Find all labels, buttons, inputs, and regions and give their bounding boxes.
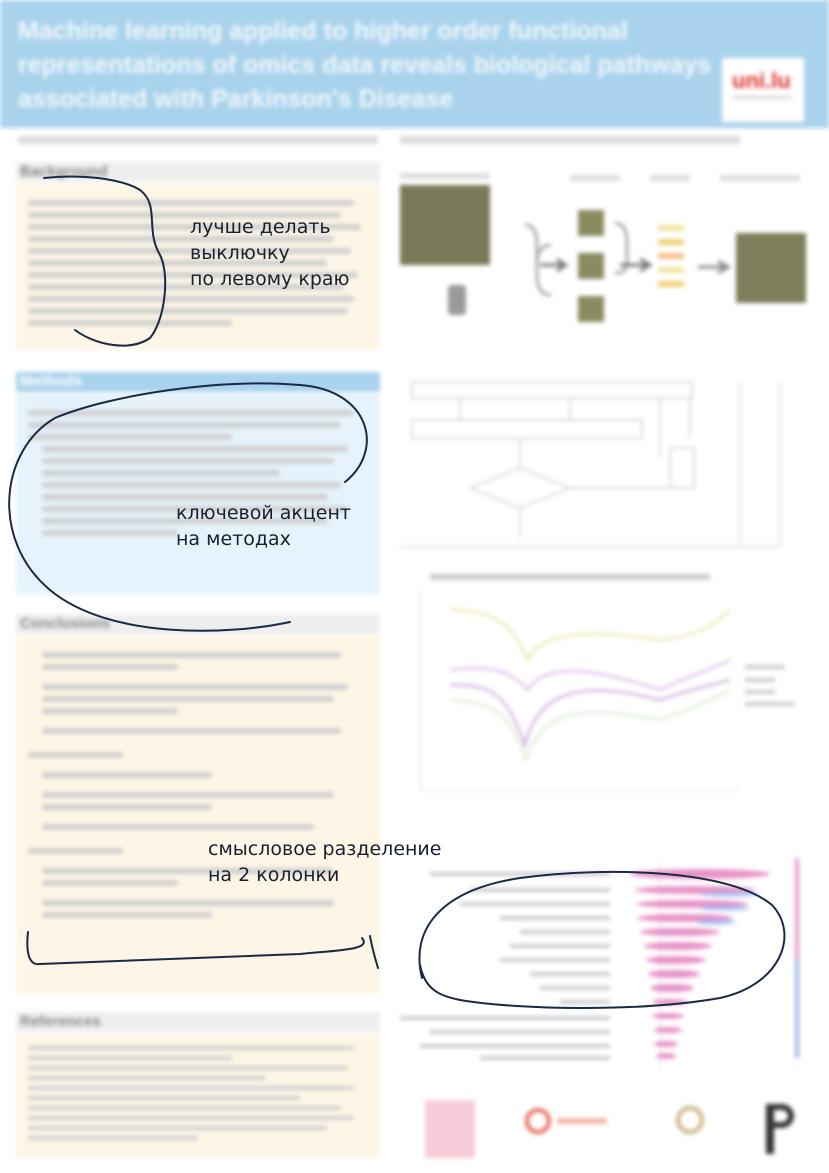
annotation-line: ключевой акцент [176,502,351,524]
annotation-line: лучше делать [190,216,331,238]
annotation-line: смысловое разделение [208,838,442,860]
annotation-line: на 2 колонки [208,864,340,886]
methods-body [16,394,380,594]
logo-subline [732,96,792,99]
background-heading: Background [16,162,380,182]
affiliation-line [400,136,740,144]
annotation-left-align: лучше делать выключку по левому краю [190,214,350,292]
references-body [16,1034,380,1158]
annotation-two-columns: смысловое разделение на 2 колонки [208,836,441,888]
methods-heading: Methods [16,372,380,392]
conclusions-heading: Conclusions [16,614,380,634]
poster-title: Machine learning applied to higher order… [18,17,712,113]
annotation-line: по левому краю [190,268,350,290]
annotation-line: выключку [190,242,290,264]
references-heading: References [16,1012,380,1032]
partner-logo-1 [425,1100,475,1158]
authors-line [18,136,378,144]
figure-c-lineplot [419,574,795,791]
partner-logo-3 [676,1106,704,1134]
partner-logo-4 [762,1104,798,1154]
figure-a-pipeline [400,173,806,322]
poster-header: Machine learning applied to higher order… [0,0,829,128]
logo-mark: uni.lu [732,68,791,93]
conclusions-body [16,636,380,994]
annotation-methods-focus: ключевой акцент на методах [176,500,351,552]
institution-logo: uni.lu [722,58,804,122]
annotation-line: на методах [176,528,291,550]
partner-logo-2 [525,1108,607,1144]
figure-d-feature-plot [400,858,799,1072]
figure-b-flowchart [400,381,781,548]
